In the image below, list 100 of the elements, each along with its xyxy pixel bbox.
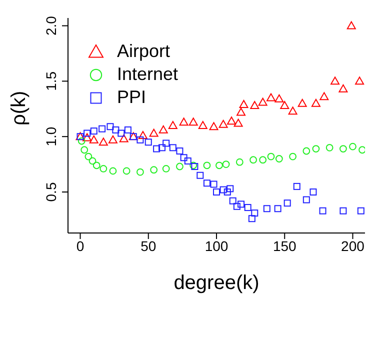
point	[80, 146, 88, 154]
point	[288, 106, 298, 115]
point	[358, 146, 365, 154]
point	[274, 94, 284, 102]
point	[293, 182, 300, 190]
point	[149, 128, 158, 137]
point	[267, 152, 275, 160]
point	[320, 92, 329, 100]
point	[203, 162, 211, 170]
x-tick-label: 200	[341, 238, 365, 254]
y-tick-label: 1.0	[43, 126, 59, 146]
point	[150, 166, 158, 174]
point	[216, 162, 223, 170]
point	[198, 121, 208, 129]
point	[168, 121, 178, 129]
point	[259, 156, 267, 164]
point	[226, 185, 234, 192]
point	[169, 144, 176, 152]
point	[284, 200, 291, 207]
point	[311, 98, 320, 107]
x-tick-label: 150	[272, 238, 297, 254]
point	[106, 123, 114, 130]
point	[196, 172, 204, 179]
point	[349, 142, 356, 150]
point	[275, 155, 283, 162]
point	[136, 136, 144, 144]
point	[82, 133, 92, 142]
point	[238, 200, 245, 208]
point	[179, 118, 188, 126]
point	[136, 168, 144, 176]
point	[229, 197, 236, 204]
y-tick-label: 1.5	[43, 71, 59, 91]
point	[234, 118, 243, 127]
point	[213, 188, 220, 196]
point	[84, 130, 91, 137]
point	[78, 137, 86, 145]
point	[119, 134, 128, 142]
point	[124, 126, 132, 134]
point	[263, 205, 270, 212]
point	[236, 108, 246, 116]
point	[319, 207, 326, 214]
point	[250, 101, 260, 110]
point	[109, 167, 117, 175]
point	[346, 21, 356, 30]
point	[184, 157, 192, 164]
point	[355, 76, 364, 85]
point	[251, 210, 258, 217]
point	[357, 207, 364, 214]
point	[310, 188, 317, 196]
point	[158, 125, 168, 134]
point	[90, 128, 98, 135]
point	[138, 130, 148, 139]
point	[224, 188, 231, 196]
point	[108, 135, 118, 144]
point	[180, 154, 188, 162]
point	[274, 205, 282, 212]
point	[226, 116, 236, 125]
point	[98, 125, 106, 132]
point	[250, 156, 257, 164]
point	[244, 204, 252, 212]
point	[100, 165, 108, 172]
point	[88, 157, 96, 165]
point	[162, 165, 170, 172]
point	[188, 118, 198, 126]
point	[266, 93, 276, 102]
point	[258, 98, 268, 106]
point	[239, 100, 248, 108]
point	[233, 202, 240, 210]
point	[176, 162, 184, 170]
point	[92, 162, 100, 170]
point	[338, 84, 348, 92]
point	[222, 160, 230, 168]
point	[248, 215, 256, 222]
point	[203, 180, 210, 187]
y-tick-label: 0.5	[43, 182, 59, 202]
point	[144, 138, 152, 146]
point	[220, 186, 227, 194]
y-tick-label: 2.0	[43, 16, 59, 36]
legend-label: Internet	[117, 64, 178, 85]
point	[326, 144, 334, 152]
point	[340, 145, 347, 152]
point	[84, 152, 92, 160]
point	[209, 122, 218, 130]
point	[236, 158, 244, 166]
point	[176, 147, 184, 154]
x-tick-label: 100	[204, 238, 228, 254]
point	[302, 196, 310, 204]
point	[218, 120, 228, 128]
point	[112, 126, 120, 134]
point	[98, 138, 108, 146]
point	[298, 98, 307, 107]
legend-label: Airport	[117, 41, 170, 62]
x-tick-label: 50	[140, 238, 156, 254]
point	[340, 207, 347, 214]
point	[158, 144, 166, 152]
point	[153, 145, 160, 152]
x-axis-title: degree(k)	[174, 272, 260, 294]
x-tick-label: 0	[76, 238, 84, 254]
legend-label: PPI	[117, 87, 146, 108]
point	[162, 140, 170, 147]
